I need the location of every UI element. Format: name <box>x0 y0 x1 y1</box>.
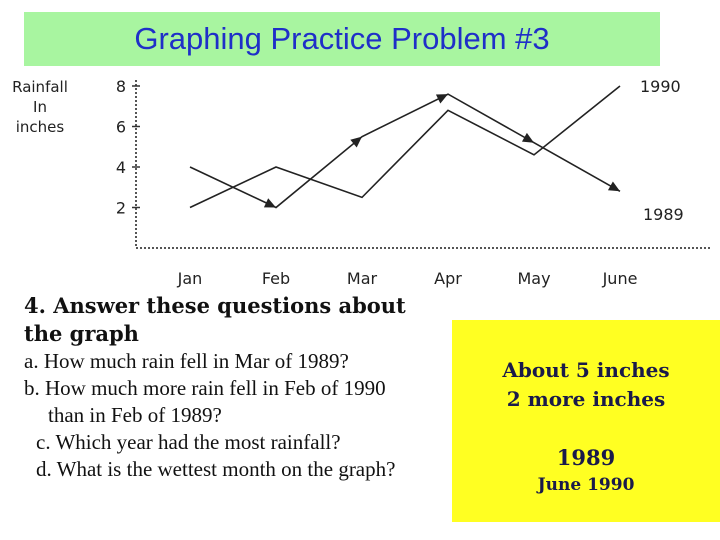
question-a: a. How much rain fell in Mar of 1989? <box>24 349 349 373</box>
series-line-1989 <box>189 93 621 209</box>
question-b-continued: than in Feb of 1989? <box>48 403 222 427</box>
series-label-1990: 1990 <box>640 77 681 96</box>
answer-a: About 5 inches <box>502 358 670 382</box>
rainfall-line-chart: Rainfall In inches 2 4 6 8 Jan Feb Mar Apr May June 1… <box>12 77 710 288</box>
page-title: Graphing Practice Problem #3 <box>134 21 550 56</box>
series-marker-1989 <box>350 136 362 148</box>
y-axis-label-line: Rainfall <box>12 78 68 96</box>
y-axis-label-line: In <box>33 98 47 116</box>
x-tick-label: Mar <box>347 269 378 288</box>
y-tick-label: 8 <box>116 77 126 96</box>
series-label-1989: 1989 <box>643 205 684 224</box>
question-c: c. Which year had the most rainfall? <box>36 430 341 454</box>
y-axis-label-line: inches <box>16 118 65 136</box>
x-tick-label: Apr <box>434 269 462 288</box>
series-marker-1989 <box>263 198 276 208</box>
series-marker-1989 <box>435 94 448 104</box>
x-tick-label: Jan <box>177 269 203 288</box>
answer-c: 1989 <box>556 445 616 470</box>
question-b: b. How much more rain fell in Feb of 199… <box>24 376 386 400</box>
series-marker-1989 <box>607 181 620 192</box>
series-marker-1989 <box>521 132 534 143</box>
x-tick-label: June <box>602 269 638 288</box>
series-line-1990 <box>189 85 621 209</box>
y-tick-label: 6 <box>116 118 126 137</box>
x-tick-label: Feb <box>262 269 290 288</box>
y-tick-label: 2 <box>116 199 126 218</box>
questions-list: a. How much rain fell in Mar of 1989? b.… <box>24 348 454 483</box>
answer-d: June 1990 <box>537 475 635 495</box>
questions-heading: 4. Answer these questions about the grap… <box>24 293 406 346</box>
title-banner: Graphing Practice Problem #3 <box>24 12 660 66</box>
y-tick-label: 4 <box>116 158 126 177</box>
answer-box: About 5 inches 2 more inches 1989 June 1… <box>452 320 720 522</box>
answer-b: 2 more inches <box>506 387 666 411</box>
question-d: d. What is the wettest month on the grap… <box>36 457 396 481</box>
x-tick-label: May <box>517 269 550 288</box>
